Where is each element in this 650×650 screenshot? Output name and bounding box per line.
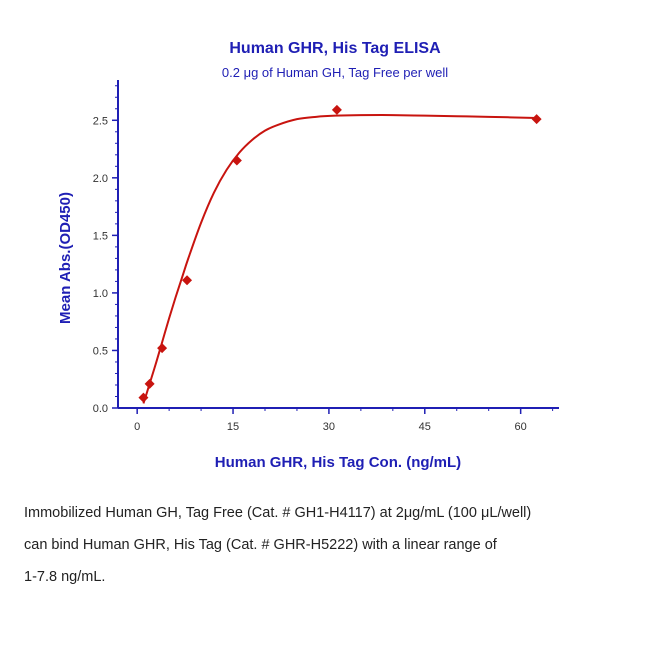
x-tick-label: 60: [515, 421, 527, 433]
data-point: [144, 378, 155, 389]
y-axis-label: Mean Abs.(OD450): [57, 192, 74, 324]
caption-line-1: Immobilized Human GH, Tag Free (Cat. # G…: [24, 505, 532, 521]
x-tick-label: 30: [323, 421, 335, 433]
x-axis-label: Human GHR, His Tag Con. (ng/mL): [215, 454, 461, 471]
y-tick-label: 2.0: [93, 173, 108, 185]
data-point: [157, 343, 168, 354]
x-tick-label: 45: [419, 421, 431, 433]
x-tick-label: 0: [134, 421, 140, 433]
figure-caption: Immobilized Human GH, Tag Free (Cat. # G…: [24, 497, 634, 593]
elisa-chart: Human GHR, His Tag ELISA 0.2 μg of Human…: [57, 40, 559, 471]
data-point: [231, 155, 242, 166]
axes: 0.0 0.5 1.0 1.5 2.0 2.5 0 15 30 45 60: [93, 80, 559, 433]
data-point: [138, 392, 149, 403]
y-tick-label: 0.5: [93, 345, 108, 357]
data-points: [138, 104, 542, 403]
chart-subtitle: 0.2 μg of Human GH, Tag Free per well: [222, 65, 448, 80]
y-tick-label: 2.5: [93, 115, 108, 127]
y-tick-label: 1.5: [93, 230, 108, 242]
fit-curve: [142, 114, 537, 404]
caption-line-3: 1-7.8 ng/mL.: [24, 569, 106, 585]
data-point: [531, 114, 542, 125]
data-point: [182, 275, 193, 286]
y-tick-label: 0.0: [93, 403, 108, 415]
x-tick-label: 15: [227, 421, 239, 433]
y-tick-label: 1.0: [93, 288, 108, 300]
caption-line-2: can bind Human GHR, His Tag (Cat. # GHR-…: [24, 537, 497, 553]
fit-curve-layer: [142, 114, 537, 404]
data-point: [331, 104, 342, 115]
chart-title: Human GHR, His Tag ELISA: [229, 40, 441, 57]
